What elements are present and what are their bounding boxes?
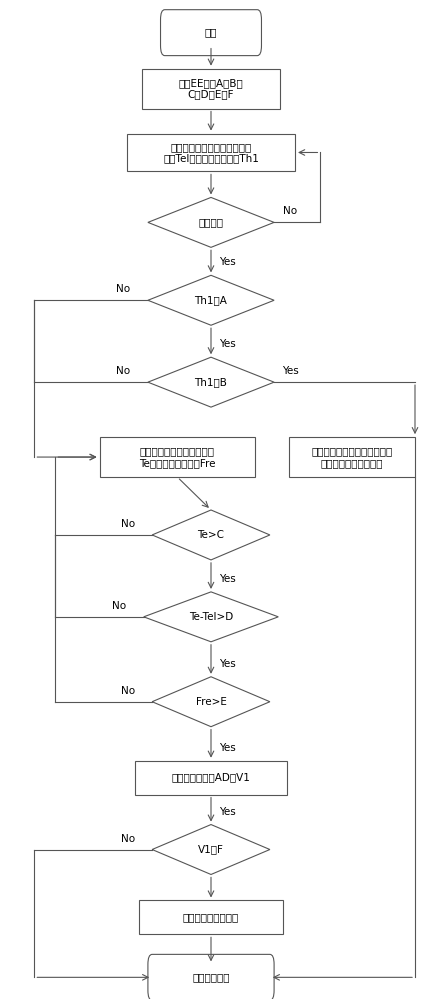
FancyBboxPatch shape <box>160 10 262 56</box>
Text: 采样实时的室内冷凝器温度
Te，压缩机运行频率Fre: 采样实时的室内冷凝器温度 Te，压缩机运行频率Fre <box>139 446 216 468</box>
FancyBboxPatch shape <box>142 69 280 109</box>
FancyBboxPatch shape <box>148 954 274 1000</box>
Text: No: No <box>121 686 135 696</box>
Text: Yes: Yes <box>219 807 236 817</box>
Text: V1＜F: V1＜F <box>198 845 224 855</box>
Text: 记录压机开启前的室内冷凝器
温度Tel，室外蒸发器温度Th1: 记录压机开启前的室内冷凝器 温度Tel，室外蒸发器温度Th1 <box>163 142 259 163</box>
Text: No: No <box>121 519 135 529</box>
FancyBboxPatch shape <box>140 900 282 934</box>
Text: 检测程序结束: 检测程序结束 <box>192 972 230 982</box>
Text: Yes: Yes <box>219 659 236 669</box>
Text: No: No <box>112 601 126 611</box>
Text: Yes: Yes <box>219 743 236 753</box>
Text: Te-Tel>D: Te-Tel>D <box>189 612 233 622</box>
Text: Yes: Yes <box>219 574 236 584</box>
Text: 不检测排气传感器开路故障，
开路时以默认温度处理: 不检测排气传感器开路故障， 开路时以默认温度处理 <box>311 446 392 468</box>
Text: 制热开机: 制热开机 <box>198 217 224 227</box>
Text: Yes: Yes <box>219 339 236 349</box>
Text: Yes: Yes <box>282 366 299 376</box>
Polygon shape <box>148 357 274 407</box>
Polygon shape <box>148 275 274 325</box>
Polygon shape <box>152 825 270 874</box>
Text: Te>C: Te>C <box>197 530 225 540</box>
Polygon shape <box>152 677 270 727</box>
FancyBboxPatch shape <box>127 134 295 171</box>
Text: Th1＜A: Th1＜A <box>195 295 227 305</box>
Text: No: No <box>116 366 130 376</box>
Text: No: No <box>121 834 135 844</box>
Polygon shape <box>148 197 274 247</box>
Text: Fre>E: Fre>E <box>195 697 227 707</box>
Text: Th1＜B: Th1＜B <box>195 377 227 387</box>
Text: 排气传感器故障警示: 排气传感器故障警示 <box>183 912 239 922</box>
Text: No: No <box>116 284 130 294</box>
Text: Yes: Yes <box>219 257 236 267</box>
Polygon shape <box>144 592 278 642</box>
Text: 读取EE数据A、B、
C、D、E、F: 读取EE数据A、B、 C、D、E、F <box>179 78 243 99</box>
Polygon shape <box>152 510 270 560</box>
Text: 开始: 开始 <box>205 28 217 38</box>
FancyBboxPatch shape <box>135 761 287 795</box>
Text: No: No <box>282 206 297 216</box>
FancyBboxPatch shape <box>289 437 415 477</box>
Text: 采样排气传感器AD值V1: 采样排气传感器AD值V1 <box>172 773 250 783</box>
FancyBboxPatch shape <box>100 437 255 477</box>
